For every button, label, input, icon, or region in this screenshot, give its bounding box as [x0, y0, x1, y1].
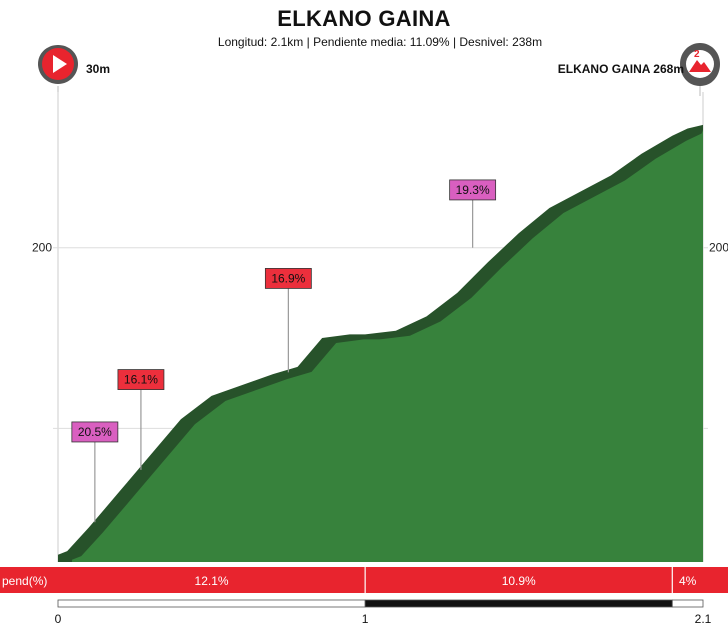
chart-title: ELKANO GAINA: [277, 6, 451, 31]
gradient-bar-fill: [0, 567, 728, 593]
gradient-segment-value: 12.1%: [195, 574, 229, 588]
marker-layer: 30m 2 ELKANO GAINA 268m: [38, 43, 720, 96]
km-scale-segment: [364, 599, 673, 608]
annotation-layer: 20.5% 16.1% 16.9% 19.3%: [71, 179, 497, 523]
summit-category: 2: [694, 49, 700, 60]
annotation-label: 19.3%: [456, 183, 490, 197]
gradient-annotation: 16.9%: [264, 268, 312, 373]
x-tick-label: 0: [55, 612, 62, 626]
area-layer: [58, 124, 703, 562]
elevation-area: [72, 129, 703, 562]
annotation-box: [71, 421, 119, 443]
chart-subtitle: Longitud: 2.1km | Pendiente media: 11.09…: [217, 35, 543, 49]
gradient-annotation: 19.3%: [449, 179, 497, 248]
gradient-bar: pend(%) 12.1% 10.9% 4%: [0, 567, 728, 593]
gradient-annotation: 16.1%: [117, 369, 165, 470]
km-scale-segment: [57, 599, 366, 608]
start-marker: [38, 45, 78, 92]
gradient-segment-value: 10.9%: [502, 574, 536, 588]
x-tick-label: 2.1: [695, 612, 712, 626]
y-tick-label-right: 200: [709, 241, 728, 255]
start-altitude-label: 30m: [86, 62, 110, 76]
gradient-annotation: 20.5%: [71, 421, 119, 523]
x-tick-label: 1: [362, 612, 369, 626]
summit-label: ELKANO GAINA 268m: [558, 62, 684, 76]
y-tick-label-left: 200: [32, 241, 52, 255]
km-scale: 0 1 2.1: [55, 599, 712, 626]
gradient-bar-label: pend(%): [2, 574, 47, 588]
mountain-pin-icon: 2: [680, 43, 720, 96]
annotation-box: [449, 179, 497, 201]
annotation-label: 16.1%: [124, 373, 158, 387]
annotation-label: 20.5%: [78, 425, 112, 439]
annotation-label: 16.9%: [271, 271, 305, 285]
gradient-segment-value: 4%: [679, 574, 697, 588]
annotation-box: [264, 268, 312, 289]
km-scale-segment: [671, 599, 704, 608]
annotation-box: [117, 369, 165, 390]
